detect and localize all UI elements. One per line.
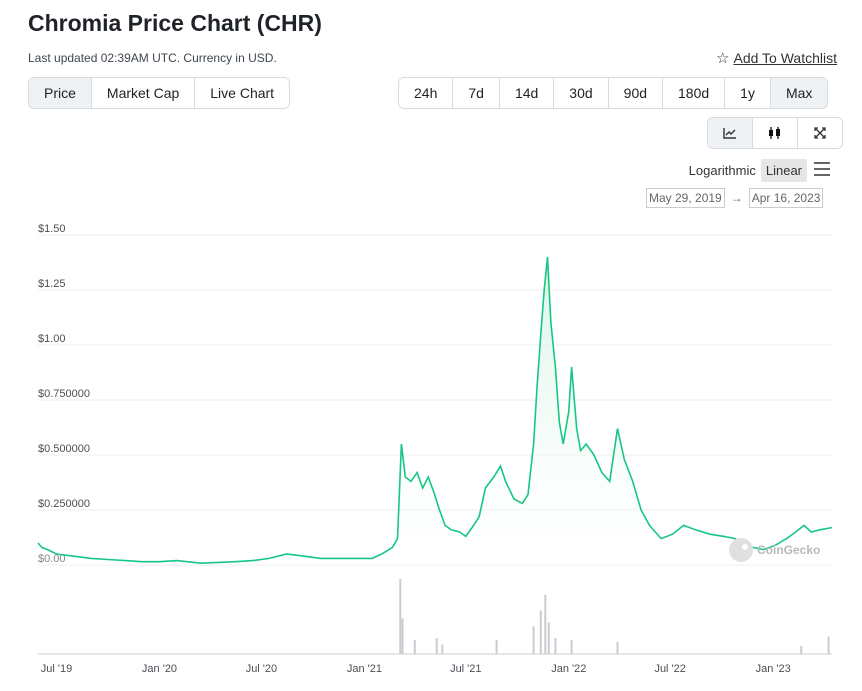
fullscreen-icon	[814, 127, 826, 139]
volume-bar	[570, 639, 573, 654]
x-tick-label: Jan '21	[347, 663, 382, 675]
watchlist-label: Add To Watchlist	[733, 50, 838, 66]
y-tick-label: $1.50	[38, 223, 66, 235]
x-tick-label: Jan '23	[756, 663, 791, 675]
line-chart-icon	[723, 128, 736, 139]
hamburger-menu-icon[interactable]	[814, 162, 830, 176]
scale-toggle: Logarithmic Linear	[684, 159, 807, 182]
chart-type-tools	[707, 117, 843, 149]
volume-bar	[413, 639, 416, 654]
x-tick-label: Jul '20	[246, 663, 277, 675]
price-chart: $0.00$0.250000$0.500000$0.750000$1.00$1.…	[37, 223, 833, 675]
volume-bar	[401, 618, 404, 654]
volume-bar	[399, 578, 402, 654]
range-max[interactable]: Max	[770, 78, 828, 108]
star-icon: ☆	[716, 49, 730, 67]
coingecko-watermark: CoinGecko	[729, 538, 820, 562]
volume-bar	[441, 644, 444, 654]
volume-bar	[616, 642, 619, 654]
date-to-input[interactable]: Apr 16, 2023	[748, 188, 824, 208]
range-180d[interactable]: 180d	[663, 78, 726, 108]
range-7d[interactable]: 7d	[453, 78, 500, 108]
candlestick-icon	[769, 127, 780, 139]
volume-bar	[435, 638, 438, 654]
range-30d[interactable]: 30d	[554, 78, 609, 108]
range-1y[interactable]: 1y	[725, 78, 771, 108]
date-from-input[interactable]: May 29, 2019	[646, 188, 725, 208]
view-tabs: Price Market Cap Live Chart	[28, 77, 291, 109]
tab-live-chart[interactable]: Live Chart	[195, 78, 290, 108]
date-range: May 29, 2019 → Apr 16, 2023	[646, 188, 824, 208]
y-tick-label: $1.25	[38, 278, 66, 290]
x-tick-label: Jan '22	[551, 663, 586, 675]
volume-bar	[495, 639, 498, 654]
volume-bar	[827, 636, 830, 654]
x-tick-label: Jul '22	[654, 663, 685, 675]
volume-bar	[544, 594, 547, 655]
arrow-right-icon: →	[730, 191, 743, 205]
candlestick-button[interactable]	[753, 118, 798, 148]
x-tick-label: Jul '19	[41, 663, 72, 675]
page-title: Chromia Price Chart (CHR)	[28, 10, 322, 36]
volume-bar	[547, 622, 550, 654]
tab-market-cap[interactable]: Market Cap	[91, 78, 196, 108]
price-area	[38, 257, 832, 565]
fullscreen-button[interactable]	[798, 118, 842, 148]
volume-bar	[532, 626, 535, 654]
scale-logarithmic[interactable]: Logarithmic	[688, 163, 756, 178]
x-tick-label: Jan '20	[142, 663, 177, 675]
range-90d[interactable]: 90d	[608, 78, 664, 108]
volume-bar	[554, 638, 557, 654]
x-tick-label: Jul '21	[450, 663, 481, 675]
range-14d[interactable]: 14d	[499, 78, 555, 108]
y-tick-label: $0.750000	[38, 388, 90, 400]
scale-linear[interactable]: Linear	[760, 159, 807, 182]
last-updated-text: Last updated 02:39AM UTC. Currency in US…	[28, 51, 277, 65]
watermark-text: CoinGecko	[757, 543, 820, 557]
add-to-watchlist-link[interactable]: ☆ Add To Watchlist	[716, 50, 837, 66]
volume-bar	[539, 610, 542, 655]
range-tabs: 24h 7d 14d 30d 90d 180d 1y Max	[398, 77, 829, 109]
y-tick-label: $1.00	[38, 333, 66, 345]
price-line	[37, 256, 833, 565]
y-tick-label: $0.250000	[38, 498, 90, 510]
range-24h[interactable]: 24h	[399, 78, 454, 108]
volume-bar	[800, 646, 803, 654]
line-chart-button[interactable]	[708, 118, 753, 148]
tab-price[interactable]: Price	[29, 78, 92, 108]
y-tick-label: $0.500000	[38, 443, 90, 455]
